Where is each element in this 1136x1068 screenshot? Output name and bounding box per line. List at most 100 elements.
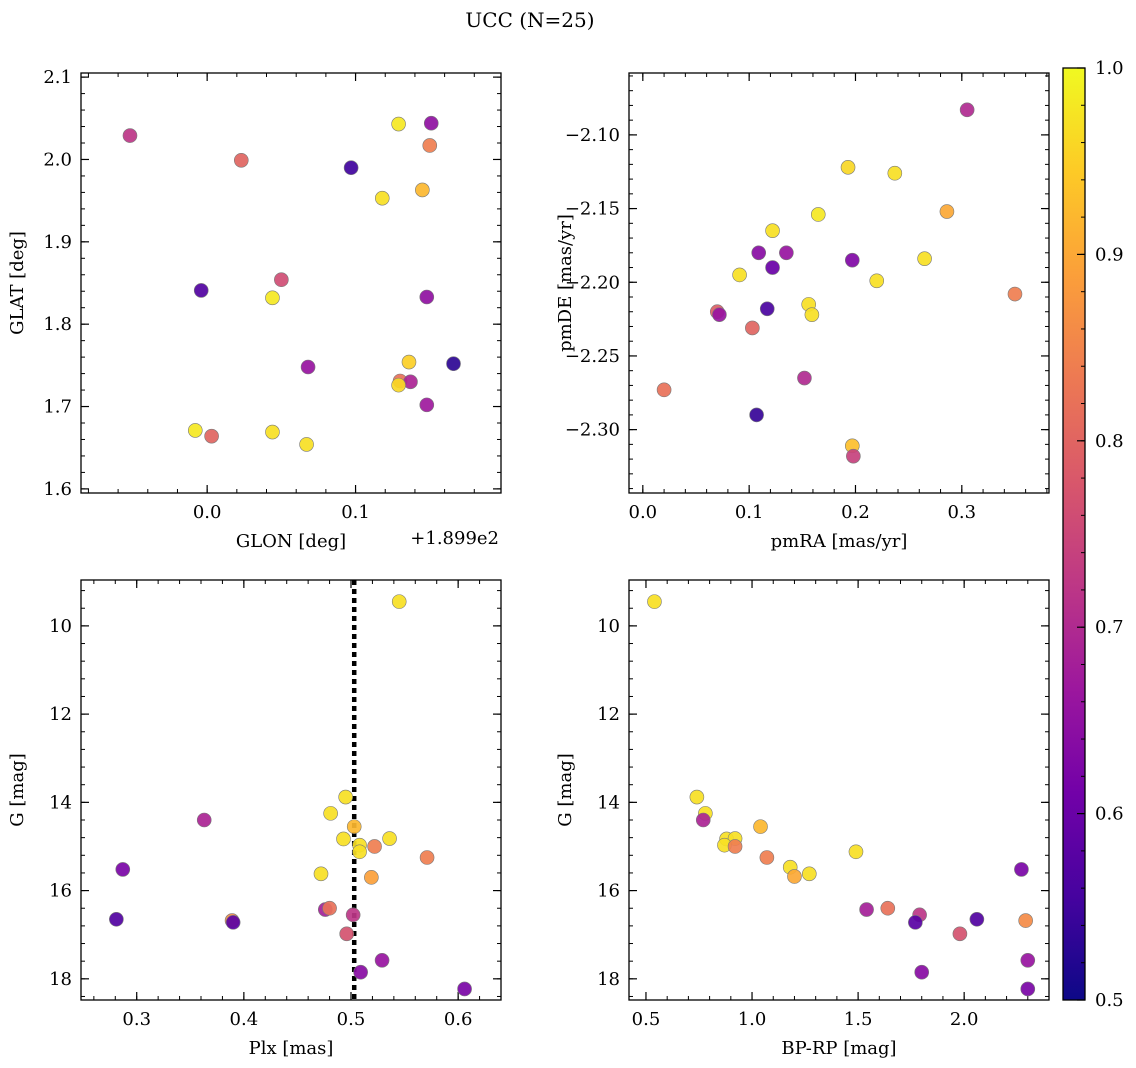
- data-point: [840, 160, 856, 175]
- data-point: [343, 160, 359, 176]
- data-point: [959, 102, 975, 118]
- data-point: [1020, 952, 1036, 968]
- data-point: [712, 307, 727, 322]
- axes-frame: [80, 72, 502, 494]
- x-tick-label: 2.0: [950, 1009, 979, 1030]
- data-point: [300, 359, 316, 375]
- y-tick-label: 10: [597, 616, 620, 637]
- colorbar-tick-label: 1.0: [1095, 58, 1124, 79]
- data-point: [1020, 981, 1036, 997]
- data-point: [647, 594, 662, 609]
- major-ticks: [81, 580, 501, 1000]
- y-tick-label: 18: [49, 969, 72, 990]
- data-point: [322, 900, 337, 916]
- data-point: [187, 423, 203, 438]
- colorbar: 0.5 0.6 0.7 0.8 0.9 1.0: [1062, 58, 1124, 1011]
- data-point: [193, 283, 209, 298]
- x-tick-label: 0.2: [841, 502, 870, 523]
- data-point: [804, 307, 820, 322]
- data-point: [423, 115, 439, 131]
- x-tick-label: 0.1: [341, 502, 370, 523]
- y-tick-label: −2.20: [565, 272, 620, 293]
- y-axis-label: GLAT [deg]: [7, 231, 28, 335]
- figure-title: UCC (N=25): [465, 8, 595, 32]
- axes-frame: [628, 72, 1050, 494]
- minor-ticks: [629, 73, 1049, 493]
- y-tick-label: 14: [49, 792, 72, 813]
- x-axis-label: BP-RP [mag]: [781, 1038, 896, 1059]
- data-point: [859, 902, 874, 917]
- y-tick-label: 1.9: [43, 232, 72, 253]
- minor-ticks: [81, 73, 501, 493]
- y-tick-label: 1.6: [43, 479, 72, 500]
- major-ticks: [629, 73, 1049, 493]
- y-tick-label: 12: [597, 704, 620, 725]
- data-point: [1018, 913, 1033, 928]
- data-point: [196, 812, 212, 828]
- y-tick-label: 2.0: [43, 149, 72, 170]
- colorbar-frame: [1062, 67, 1086, 1001]
- data-point: [299, 437, 314, 452]
- data-point: [869, 273, 885, 289]
- data-point: [844, 252, 860, 268]
- x-tick-label: 0.5: [337, 1009, 366, 1030]
- y-axis-label: G [mag]: [7, 753, 28, 826]
- data-point: [917, 251, 932, 266]
- y-tick-label: 16: [597, 881, 620, 902]
- data-point: [1014, 862, 1029, 877]
- data-point: [969, 911, 985, 927]
- data-point: [367, 839, 382, 854]
- colorbar-tick-label: 0.8: [1095, 431, 1124, 452]
- scatter-points: [647, 594, 1036, 997]
- data-point: [204, 428, 219, 444]
- colorbar-tick-label: 0.9: [1095, 244, 1124, 265]
- data-point: [109, 911, 124, 927]
- data-point: [759, 301, 775, 317]
- data-point: [415, 182, 430, 198]
- axes-frame: [628, 579, 1050, 1001]
- x-tick-label: 0.3: [122, 1009, 151, 1030]
- data-point: [419, 397, 435, 413]
- data-point: [914, 964, 930, 980]
- data-point: [422, 138, 438, 153]
- x-tick-label: 0.3: [947, 502, 976, 523]
- data-point: [779, 245, 794, 261]
- data-point: [338, 789, 353, 805]
- data-point: [952, 926, 968, 942]
- colorbar-tick-label: 0.7: [1095, 617, 1124, 638]
- x-tick-label: 0.4: [230, 1009, 259, 1030]
- data-point: [765, 260, 780, 275]
- y-tick-label: −2.30: [565, 420, 620, 441]
- data-point: [787, 869, 802, 884]
- data-point: [727, 839, 743, 854]
- minor-ticks: [629, 580, 1050, 1000]
- data-point: [695, 812, 711, 828]
- data-point: [391, 594, 407, 609]
- x-tick-label: 0.1: [735, 502, 764, 523]
- data-point: [939, 204, 955, 219]
- data-point: [751, 245, 767, 261]
- data-point: [753, 819, 768, 834]
- x-axis-label: pmRA [mas/yr]: [771, 531, 908, 552]
- y-tick-label: 2.1: [43, 67, 72, 88]
- colorbar-tick-label: 0.6: [1095, 804, 1124, 825]
- x-tick-label: 0.0: [193, 502, 222, 523]
- data-point: [352, 844, 367, 860]
- data-point: [908, 915, 923, 930]
- data-point: [345, 907, 361, 923]
- y-tick-label: 1.7: [43, 397, 72, 418]
- x-offset-label: +1.899e2: [410, 528, 499, 549]
- x-tick-label: 1.0: [738, 1009, 767, 1030]
- y-axis-label: pmDE [mas/yr]: [555, 214, 576, 352]
- data-point: [759, 850, 775, 865]
- x-axis-label: GLON [deg]: [236, 531, 346, 552]
- panel-4: 0.5 1.0 1.5 2.0 10 12 14 16 18 BP-RP [mag] G [mag]: [555, 579, 1050, 1059]
- axes-frame: [80, 579, 502, 1001]
- data-point: [233, 152, 249, 168]
- scatter-points: [109, 594, 472, 997]
- data-point: [749, 407, 764, 423]
- data-point: [274, 272, 289, 288]
- x-tick-label: 0.6: [444, 1009, 473, 1030]
- panel-1: 0.0 0.1 1.6 1.7 1.8 1.9 2.0 2.1 GLON [deg] GLAT […: [7, 67, 502, 552]
